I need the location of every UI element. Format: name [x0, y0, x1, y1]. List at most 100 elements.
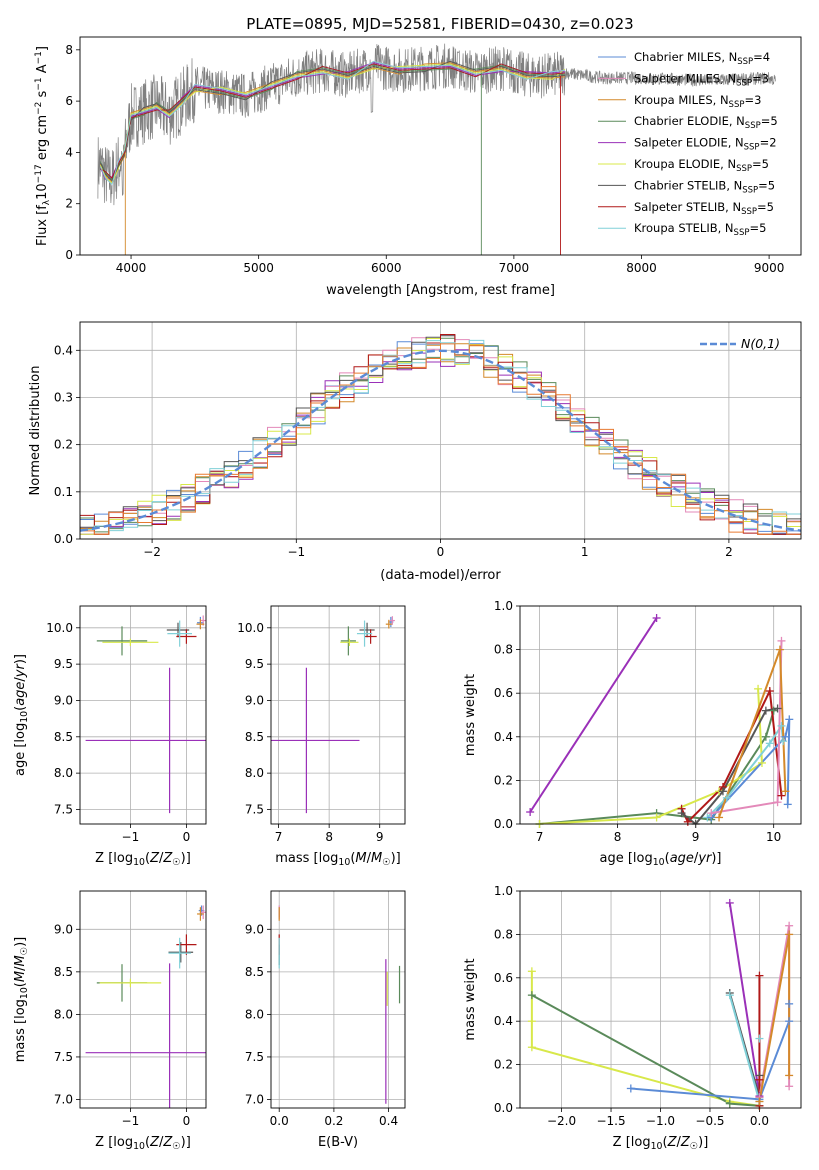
model-line-chabrier-stelib — [100, 60, 565, 182]
x-tick-label: 8 — [614, 830, 622, 844]
plot-area — [97, 43, 776, 255]
x-axis-label: mass [log10(M/M☉)] — [275, 851, 401, 868]
y-tick-label: 9.5 — [245, 657, 264, 671]
legend-count: =5 — [757, 200, 774, 214]
label-part: M — [13, 971, 28, 982]
x-tick-label: 10 — [766, 830, 781, 844]
legend-subscript: SSP — [744, 143, 760, 153]
label-part: M — [355, 851, 366, 866]
weight-line-chabrier-elodie — [539, 710, 775, 824]
y-tick-label: 4 — [65, 145, 73, 159]
axes-frame — [79, 605, 207, 825]
label-part: ( — [663, 1135, 668, 1150]
plot-area — [85, 905, 206, 1108]
y-tick-label: 8 — [65, 43, 73, 57]
label-part: / — [159, 1135, 164, 1150]
legend-subscript: SSP — [729, 100, 745, 110]
legend-entry: Chabrier ELODIE, NSSP=5 — [634, 114, 778, 131]
legend-entry: Chabrier MILES, NSSP=4 — [634, 50, 770, 67]
label-part: ☉ — [19, 947, 30, 955]
label-part: Z — [667, 1135, 678, 1150]
y-axis-label: age [log10(age/yr)] — [13, 654, 30, 776]
observed-spectrum-line — [97, 43, 776, 206]
legend-subscript: SSP — [737, 57, 753, 67]
y-tick-label: 7.5 — [54, 802, 73, 816]
x-tick-label: 9 — [376, 830, 384, 844]
weight-line-kroupa-elodie — [539, 688, 763, 824]
legend-entry: Salpeter ELODIE, NSSP=2 — [634, 136, 777, 153]
y-tick-label: 0.2 — [494, 773, 513, 787]
label-part: 10 — [19, 711, 30, 723]
axes-frame — [79, 321, 802, 540]
plot-area — [271, 616, 395, 814]
legend-subscript: SSP — [741, 207, 757, 217]
y-tick-label: 0.0 — [494, 1101, 513, 1115]
x-tick-label: 4000 — [116, 261, 147, 275]
y-axis-label: mass weight — [463, 674, 478, 756]
label-part: / — [13, 677, 28, 682]
x-tick-label: 8000 — [626, 261, 657, 275]
label-part: Z [log — [613, 1135, 651, 1150]
label-part: / — [676, 1135, 681, 1150]
label-part: 10 — [133, 1141, 145, 1152]
x-tick-label: 0.0 — [750, 1114, 769, 1128]
label-part: M — [371, 851, 382, 866]
y-tick-label: 0.4 — [54, 343, 73, 357]
x-tick-label: 2 — [725, 545, 733, 559]
legend-count: =3 — [752, 71, 769, 85]
label-part: ( — [13, 706, 28, 711]
label-part: Z [log — [95, 851, 133, 866]
x-tick-label: −0.5 — [695, 1114, 724, 1128]
x-tick-label: −1.5 — [596, 1114, 625, 1128]
x-tick-label: 0.4 — [379, 1114, 398, 1128]
legend-entry: Kroupa ELODIE, NSSP=5 — [634, 157, 769, 174]
x-axis-label: Z [log10(Z/Z☉)] — [95, 851, 191, 868]
model-line-kroupa-stelib — [100, 60, 565, 186]
label-part: mass [log — [275, 851, 338, 866]
y-tick-label: 0.0 — [494, 817, 513, 831]
label-part: Z — [149, 1135, 160, 1150]
chart-layer: 4000 5000 6000 7000 8000 900002468wavelength … — [13, 36, 802, 1152]
weight-line-salpeter-elodie — [728, 902, 761, 1097]
label-part: )] — [698, 1135, 708, 1150]
y-tick-label: 0.2 — [494, 1058, 513, 1072]
label-part: Z — [149, 851, 160, 866]
label-part: age [log — [599, 851, 652, 866]
label-part: ( — [13, 982, 28, 987]
y-tick-label: 8.5 — [245, 965, 264, 979]
y-tick-label: 7.0 — [54, 1092, 73, 1106]
plot-area — [85, 615, 206, 814]
axes-frame — [519, 890, 802, 1109]
label-part: 10 — [338, 857, 350, 868]
legend-entry: Salpeter MILES, NSSP=3 — [634, 71, 769, 88]
label-part: Z — [680, 1135, 691, 1150]
y-tick-label: 8.5 — [54, 965, 73, 979]
y-tick-label: 7.5 — [245, 802, 264, 816]
y-axis-label: Normed distribution — [28, 366, 43, 496]
plot-area — [529, 617, 791, 824]
label-part: yr — [697, 851, 713, 866]
label-part: 10 — [19, 987, 30, 999]
weight-line-kroupa-miles — [758, 934, 791, 1102]
label-part: / — [159, 851, 164, 866]
legend-subscript: SSP — [736, 164, 752, 174]
y-tick-label: 0.8 — [494, 927, 513, 941]
label-part: )] — [391, 851, 401, 866]
y-tick-label: 9.0 — [245, 693, 264, 707]
label-part: Z — [162, 851, 173, 866]
legend-entry: N(0,1) — [741, 336, 780, 351]
y-tick-label: 1.0 — [494, 599, 513, 613]
label-part: mass [log — [13, 999, 28, 1062]
label-part: 10 — [133, 857, 145, 868]
y-tick-label: 7.5 — [54, 1050, 73, 1064]
y-tick-label: 9.0 — [54, 922, 73, 936]
axes-frame — [270, 890, 406, 1109]
y-tick-label: 1.0 — [494, 884, 513, 898]
x-axis-label: wavelength [Angstrom, rest frame] — [326, 283, 555, 298]
label-part: ( — [145, 851, 150, 866]
y-tick-label: 7.5 — [245, 1050, 264, 1064]
legend-subscript: SSP — [736, 78, 752, 88]
axes-frame — [79, 36, 802, 256]
